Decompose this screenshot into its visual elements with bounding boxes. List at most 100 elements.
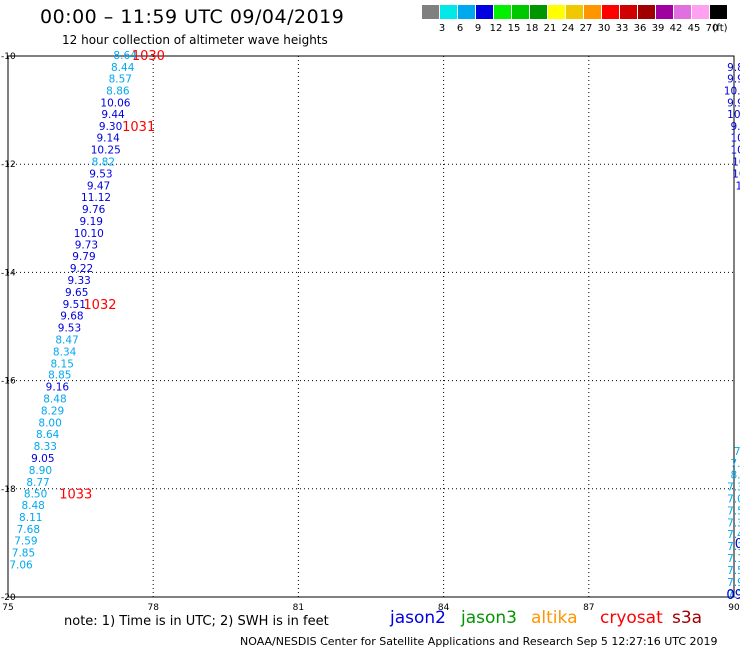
x-tick-label: 75 — [2, 603, 13, 613]
wave-height-label: 8.77 — [26, 477, 49, 489]
scale-swatch — [602, 5, 619, 19]
wave-height-label: 9.51 — [63, 299, 86, 311]
scale-label: 15 — [507, 23, 521, 34]
scale-label: 39 — [651, 23, 665, 34]
wave-height-label: 8.15 — [51, 358, 74, 370]
scale-swatch — [458, 5, 475, 19]
wave-height-label: 8.00 — [38, 417, 61, 429]
wave-height-label: 9.33 — [67, 275, 90, 287]
wave-height-label: 8.34 — [53, 346, 77, 358]
wave-height-label: 8.86 — [106, 86, 130, 98]
satellite-cryosat: cryosat — [600, 608, 663, 628]
time-label: 1031 — [122, 120, 155, 135]
wave-height-label: 10.06 — [100, 98, 130, 110]
scale-label: 36 — [633, 23, 647, 34]
scale-label: 27 — [579, 23, 593, 34]
x-tick-label: 84 — [438, 603, 450, 613]
wave-height-label: 9.30 — [99, 121, 122, 133]
scale-label: 30 — [597, 23, 611, 34]
wave-height-label: 11.12 — [81, 192, 111, 204]
wave-height-label: 9.76 — [82, 204, 106, 216]
wave-height-label: 7.57 — [727, 565, 740, 577]
scale-swatch — [638, 5, 655, 19]
scale-label: 70 — [705, 23, 719, 34]
wave-height-label: 7.34 — [727, 517, 740, 529]
scale-swatch — [494, 5, 511, 19]
scale-swatch — [512, 5, 529, 19]
time-label: 0 — [735, 537, 740, 552]
y-tick-label: -18 — [1, 485, 16, 495]
scale-label: 24 — [561, 23, 575, 34]
satellite-altika: altika — [531, 608, 578, 628]
x-tick-label: 87 — [583, 603, 594, 613]
scale-swatch — [476, 5, 493, 19]
wave-height-label: 8.48 — [21, 500, 44, 512]
wave-height-label: 9.65 — [65, 287, 88, 299]
scale-swatch — [548, 5, 565, 19]
wave-height-label: 9.53 — [58, 323, 81, 335]
time-label: 091 — [726, 588, 740, 603]
wave-height-label: 7.12 — [727, 553, 740, 565]
wave-height-label: 7. — [734, 446, 740, 458]
wave-height-label: 10.25 — [91, 145, 121, 157]
wave-height-label: 8.44 — [111, 62, 135, 74]
chart-title: 00:00 – 11:59 UTC 09/04/2019 — [40, 6, 345, 28]
wave-height-label: 9.47 — [87, 180, 110, 192]
y-tick-label: -14 — [1, 268, 16, 278]
wave-height-label: 7.18 — [727, 541, 740, 553]
y-tick-label: -10 — [1, 52, 16, 62]
scale-label: 18 — [525, 23, 539, 34]
scale-label: 33 — [615, 23, 629, 34]
wave-height-label: 9.22 — [70, 263, 93, 275]
satellite-jason2: jason2 — [390, 608, 446, 628]
footer-credit: NOAA/NESDIS Center for Satellite Applica… — [240, 635, 718, 648]
scale-swatch — [656, 5, 673, 19]
time-label: 1030 — [132, 49, 165, 64]
wave-height-label: 7.11 — [727, 589, 740, 601]
wave-height-label: 8.4 — [730, 470, 740, 482]
wave-height-label: 7.85 — [12, 548, 35, 560]
wave-height-label: 10 — [732, 168, 740, 180]
scale-label: 6 — [456, 23, 464, 34]
scale-swatch — [692, 5, 709, 19]
wave-height-label: 8.85 — [48, 370, 71, 382]
wave-height-label: 10 — [732, 156, 740, 168]
scale-label: 45 — [687, 23, 701, 34]
wave-height-label: 9.44 — [101, 109, 125, 121]
scale-swatch — [710, 5, 727, 19]
scale-swatch — [530, 5, 547, 19]
wave-height-label: 7.8 — [730, 458, 740, 470]
wave-height-label: 9.9 — [730, 121, 740, 133]
wave-height-label: 7.55 — [727, 505, 740, 517]
x-tick-label: 81 — [293, 603, 304, 613]
satellite-s3a: s3a — [672, 608, 703, 628]
wave-height-label: 7.68 — [17, 524, 40, 536]
wave-height-label: 10.10 — [74, 228, 104, 240]
wave-height-label: 1 — [735, 180, 740, 192]
scale-swatch — [620, 5, 637, 19]
x-tick-label: 78 — [147, 603, 159, 613]
wave-height-label: 8.29 — [41, 405, 64, 417]
scale-swatch — [674, 5, 691, 19]
wave-height-label: 9.85 — [727, 62, 740, 74]
wave-height-label: 8.48 — [43, 393, 66, 405]
scale-unit: (ft) — [712, 23, 728, 34]
y-tick-label: -16 — [1, 377, 16, 387]
time-label: 1032 — [83, 298, 116, 313]
wave-height-label: 9.91 — [727, 98, 740, 110]
wave-height-label: 9.68 — [60, 311, 83, 323]
wave-height-label: 9.19 — [80, 216, 103, 228]
satellite-jason3: jason3 — [461, 608, 517, 628]
scale-label: 9 — [474, 23, 482, 34]
scale-swatch — [440, 5, 457, 19]
footer-note: note: 1) Time is in UTC; 2) SWH is in fe… — [64, 614, 329, 629]
wave-height-label: 8.64 — [36, 429, 60, 441]
scale-swatch — [566, 5, 583, 19]
plot-frame — [7, 55, 735, 598]
wave-height-label: 9.90 — [727, 74, 740, 86]
wave-height-label: 10.38 — [724, 86, 740, 98]
y-tick-label: -20 — [1, 593, 16, 603]
wave-height-label: 7.44 — [727, 529, 740, 541]
scale-label: 3 — [438, 23, 446, 34]
